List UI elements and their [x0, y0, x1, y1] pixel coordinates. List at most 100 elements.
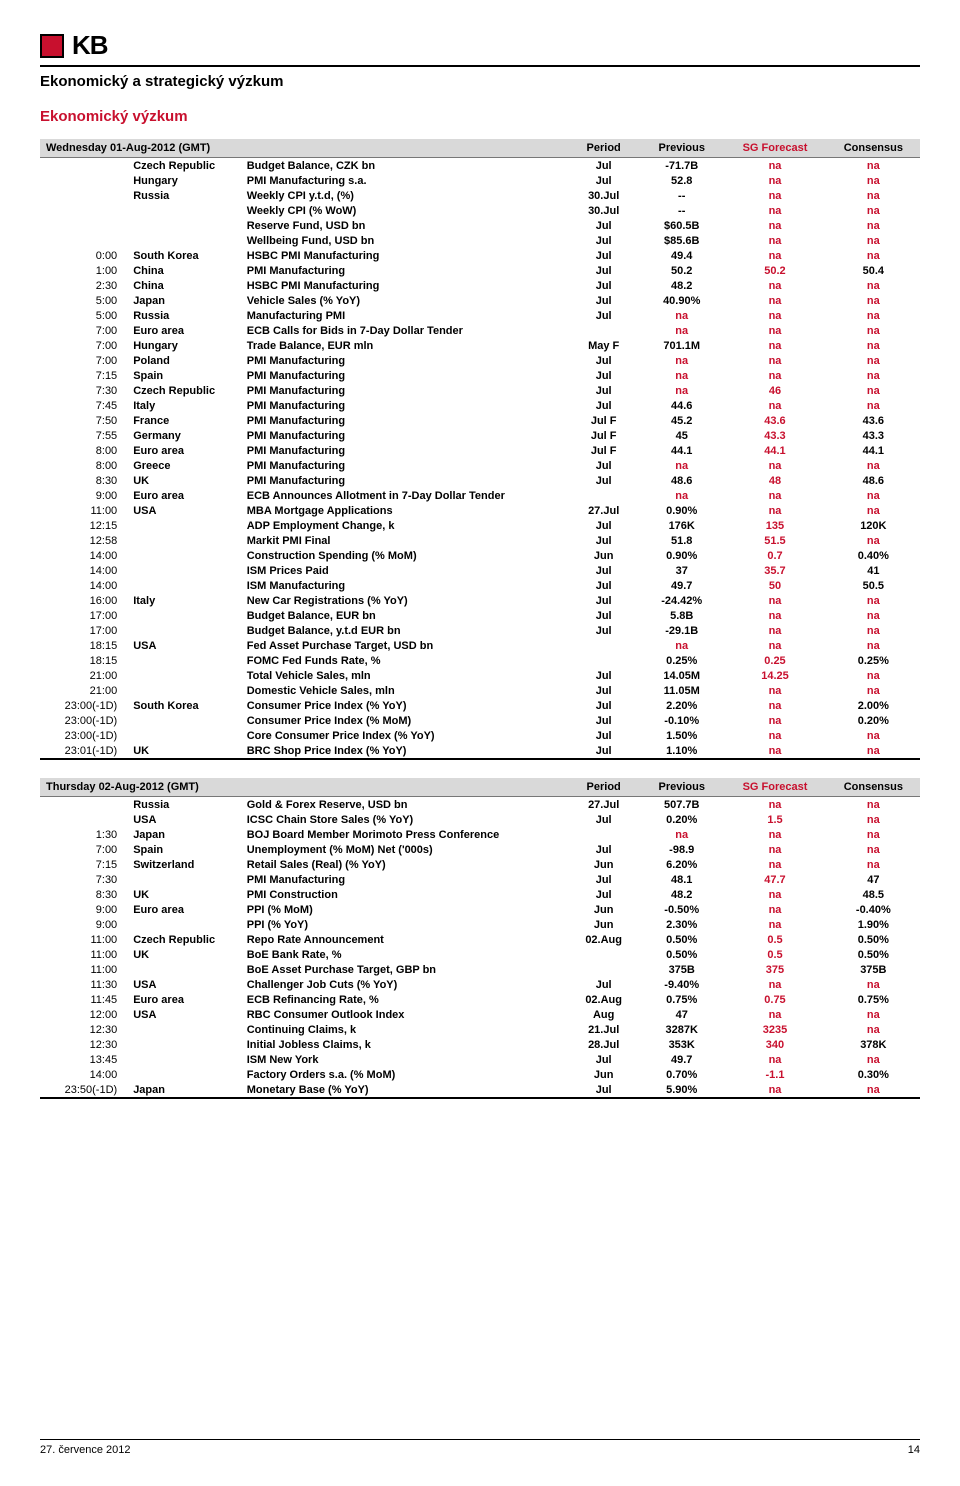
- table-row: 21:00 Total Vehicle Sales, mln Jul 14.05…: [40, 668, 920, 683]
- table-cell: -98.9: [640, 842, 723, 857]
- table-row: 7:45 Italy PMI Manufacturing Jul 44.6 na…: [40, 398, 920, 413]
- table-cell: na: [723, 797, 826, 813]
- country-cell: Hungary: [127, 173, 241, 188]
- table-cell: 0.5: [723, 947, 826, 962]
- table-cell: na: [723, 353, 826, 368]
- period-cell: Jul: [567, 872, 640, 887]
- country-cell: Spain: [127, 368, 241, 383]
- table-row: 7:55 Germany PMI Manufacturing Jul F 45 …: [40, 428, 920, 443]
- table-cell: na: [827, 533, 920, 548]
- table-cell: 50.2: [723, 263, 826, 278]
- table-cell: 120K: [827, 518, 920, 533]
- time-cell: 18:15: [40, 653, 127, 668]
- table-cell: na: [827, 1022, 920, 1037]
- table-row: 23:00(-1D) Core Consumer Price Index (% …: [40, 728, 920, 743]
- table-cell: na: [827, 503, 920, 518]
- country-cell: USA: [127, 977, 241, 992]
- table-cell: na: [827, 593, 920, 608]
- period-cell: May F: [567, 338, 640, 353]
- table-cell: na: [827, 623, 920, 638]
- period-cell: Jul F: [567, 413, 640, 428]
- day-table: Thursday 02-Aug-2012 (GMT) Period Previo…: [40, 778, 920, 1099]
- period-cell: [567, 653, 640, 668]
- table-row: 7:00 Poland PMI Manufacturing Jul na na …: [40, 353, 920, 368]
- section-title: Ekonomický výzkum: [40, 108, 920, 125]
- table-row: Weekly CPI (% WoW) 30.Jul -- na na: [40, 203, 920, 218]
- table-cell: na: [723, 827, 826, 842]
- time-cell: 12:58: [40, 533, 127, 548]
- table-cell: na: [827, 338, 920, 353]
- event-cell: PMI Manufacturing: [241, 383, 567, 398]
- country-cell: [127, 533, 241, 548]
- time-cell: [40, 233, 127, 248]
- time-cell: 11:00: [40, 932, 127, 947]
- time-cell: 11:00: [40, 962, 127, 977]
- table-cell: 48.6: [827, 473, 920, 488]
- period-cell: Jul: [567, 623, 640, 638]
- table-cell: --: [640, 203, 723, 218]
- table-cell: na: [827, 278, 920, 293]
- table-row: 14:00 Factory Orders s.a. (% MoM) Jun 0.…: [40, 1067, 920, 1082]
- time-cell: 8:30: [40, 887, 127, 902]
- table-row: 12:00 USA RBC Consumer Outlook Index Aug…: [40, 1007, 920, 1022]
- country-cell: Czech Republic: [127, 158, 241, 174]
- table-cell: 0.30%: [827, 1067, 920, 1082]
- country-cell: [127, 917, 241, 932]
- table-cell: 0.40%: [827, 548, 920, 563]
- table-cell: $60.5B: [640, 218, 723, 233]
- event-cell: Unemployment (% MoM) Net ('000s): [241, 842, 567, 857]
- event-cell: ICSC Chain Store Sales (% YoY): [241, 812, 567, 827]
- table-row: 9:00 Euro area PPI (% MoM) Jun -0.50% na…: [40, 902, 920, 917]
- table-cell: 2.30%: [640, 917, 723, 932]
- logo-icon: [40, 34, 64, 58]
- event-cell: Consumer Price Index (% YoY): [241, 698, 567, 713]
- table-cell: na: [827, 728, 920, 743]
- table-row: 7:15 Switzerland Retail Sales (Real) (% …: [40, 857, 920, 872]
- time-cell: 23:00(-1D): [40, 698, 127, 713]
- table-cell: na: [827, 158, 920, 174]
- event-cell: Vehicle Sales (% YoY): [241, 293, 567, 308]
- time-cell: 23:01(-1D): [40, 743, 127, 759]
- table-cell: na: [723, 902, 826, 917]
- country-cell: China: [127, 278, 241, 293]
- table-cell: 51.8: [640, 533, 723, 548]
- time-cell: 11:00: [40, 947, 127, 962]
- country-cell: Germany: [127, 428, 241, 443]
- event-cell: PPI (% MoM): [241, 902, 567, 917]
- col-consensus: Consensus: [827, 778, 920, 797]
- table-row: 9:00 Euro area ECB Announces Allotment i…: [40, 488, 920, 503]
- period-cell: Jul: [567, 218, 640, 233]
- time-cell: 11:00: [40, 503, 127, 518]
- period-cell: Jul: [567, 578, 640, 593]
- time-cell: 1:00: [40, 263, 127, 278]
- table-cell: na: [827, 608, 920, 623]
- time-cell: 23:00(-1D): [40, 713, 127, 728]
- table-row: 12:58 Markit PMI Final Jul 51.8 51.5 na: [40, 533, 920, 548]
- table-cell: na: [827, 353, 920, 368]
- event-cell: Fed Asset Purchase Target, USD bn: [241, 638, 567, 653]
- table-cell: -0.50%: [640, 902, 723, 917]
- time-cell: 2:30: [40, 278, 127, 293]
- time-cell: 14:00: [40, 548, 127, 563]
- table-cell: 45.2: [640, 413, 723, 428]
- table-cell: na: [723, 233, 826, 248]
- event-cell: PMI Manufacturing: [241, 368, 567, 383]
- country-cell: Euro area: [127, 323, 241, 338]
- event-cell: Budget Balance, CZK bn: [241, 158, 567, 174]
- table-cell: 0.50%: [827, 932, 920, 947]
- table-cell: na: [827, 797, 920, 813]
- time-cell: 14:00: [40, 1067, 127, 1082]
- country-cell: Hungary: [127, 338, 241, 353]
- table-cell: 0.75%: [640, 992, 723, 1007]
- table-cell: 0.50%: [827, 947, 920, 962]
- table-row: 11:00 UK BoE Bank Rate, % 0.50% 0.5 0.50…: [40, 947, 920, 962]
- time-cell: 7:00: [40, 338, 127, 353]
- table-cell: -71.7B: [640, 158, 723, 174]
- time-cell: 1:30: [40, 827, 127, 842]
- table-row: 11:00 BoE Asset Purchase Target, GBP bn …: [40, 962, 920, 977]
- event-cell: FOMC Fed Funds Rate, %: [241, 653, 567, 668]
- period-cell: [567, 827, 640, 842]
- table-cell: $85.6B: [640, 233, 723, 248]
- table-cell: 1.50%: [640, 728, 723, 743]
- table-cell: -9.40%: [640, 977, 723, 992]
